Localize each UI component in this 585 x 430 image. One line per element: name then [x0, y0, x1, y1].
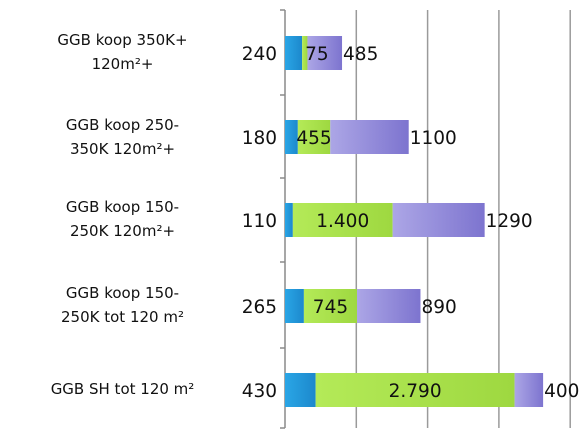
data-label-2-2: 1290	[486, 211, 533, 232]
bar-segment-1-0	[285, 120, 298, 154]
data-label-3-0: 265	[242, 297, 277, 318]
data-label-3-1: 745	[313, 297, 348, 318]
category-label-3: GGB koop 150- 250K tot 120 m²	[61, 284, 184, 326]
bar-segment-4-0	[285, 373, 316, 407]
bar-segment-2-0	[285, 203, 293, 237]
data-label-1-2: 1100	[410, 128, 457, 149]
data-label-4-2: 400	[544, 381, 579, 402]
bar-segment-2-2	[392, 203, 485, 237]
bar-segment-0-1	[302, 36, 308, 70]
data-label-0-0: 240	[242, 44, 277, 65]
bars	[285, 36, 544, 407]
bar-segment-3-2	[357, 289, 421, 323]
bar-segment-2-1	[292, 203, 393, 237]
category-label-1: GGB koop 250- 350K 120m²+	[65, 116, 180, 158]
bar-segment-4-2	[514, 373, 544, 407]
bar-segment-0-2	[307, 36, 343, 70]
bar-segment-3-1	[303, 289, 358, 323]
data-label-1-1: 455	[296, 128, 331, 149]
data-label-4-0: 430	[242, 381, 277, 402]
data-label-0-1: 75	[305, 44, 329, 65]
bar-segment-3-0	[285, 289, 304, 323]
category-label-0: GGB koop 350K+ 120m²+	[57, 31, 188, 73]
bar-segment-4-1	[315, 373, 515, 407]
data-label-3-2: 890	[421, 297, 456, 318]
data-label-0-2: 485	[343, 44, 378, 65]
bar-segment-1-2	[330, 120, 409, 154]
data-labels: 240 75 485 180 455 1100 110 1.400 1290 265 745 890 4…	[242, 44, 580, 402]
data-label-2-0: 110	[242, 211, 277, 232]
category-label-2: GGB koop 150- 250K 120m²+	[65, 198, 180, 240]
data-label-4-1: 2.790	[389, 381, 442, 402]
category-label-4: GGB SH tot 120 m²	[50, 380, 195, 398]
data-label-2-1: 1.400	[316, 211, 369, 232]
bar-segment-0-0	[285, 36, 303, 70]
bar-segment-1-1	[297, 120, 331, 154]
data-label-1-0: 180	[242, 128, 277, 149]
